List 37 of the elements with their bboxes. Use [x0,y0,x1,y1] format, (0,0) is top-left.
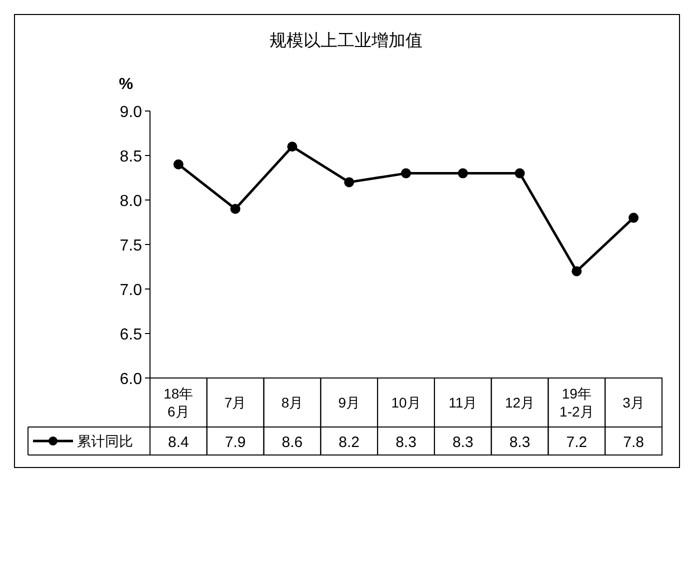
data-label: 8.3 [396,434,416,451]
data-label: 7.8 [623,434,644,451]
x-tick-label: 10月 [391,394,421,410]
point [173,159,184,170]
x-tick-label: 19年 1-2月 [560,386,594,420]
y-tick-label: 8.5 [120,148,142,166]
x-tick-label: 3月 [622,394,644,410]
y-tick-label: 7.5 [120,238,142,254]
y-tick-label: 8.0 [120,193,142,210]
point [458,168,468,178]
legend-label: 累计同比 [77,433,133,449]
data-label: 8.2 [338,434,360,451]
x-tick-label: 8月 [281,394,304,410]
point [514,168,525,178]
point [628,212,639,223]
x-tick-label: 12月 [504,394,535,410]
data-label: 8.3 [452,434,474,451]
y-tick-label: 6.0 [120,371,142,388]
point [344,177,354,188]
x-tick-label: 7月 [224,394,246,410]
point [230,204,240,214]
data-label: 8.6 [282,434,303,451]
x-tick-label: 11月 [448,394,478,410]
point [287,142,298,152]
chart-title: 规模以上工业增加值 [270,31,422,50]
y-tick-label: 6.5 [120,326,142,344]
point [401,168,411,178]
data-label: 7.2 [566,434,588,451]
data-label: 8.3 [509,434,530,451]
data-label: 7.9 [224,434,246,451]
data-label: 8.4 [168,434,189,451]
x-tick-label: 18年 6月 [164,386,194,420]
point [572,266,582,276]
y-axis-title: % [118,76,134,93]
y-tick-label: 7.0 [120,282,142,299]
y-tick-label: 9.0 [120,104,142,121]
x-tick-label: 9月 [338,394,360,410]
